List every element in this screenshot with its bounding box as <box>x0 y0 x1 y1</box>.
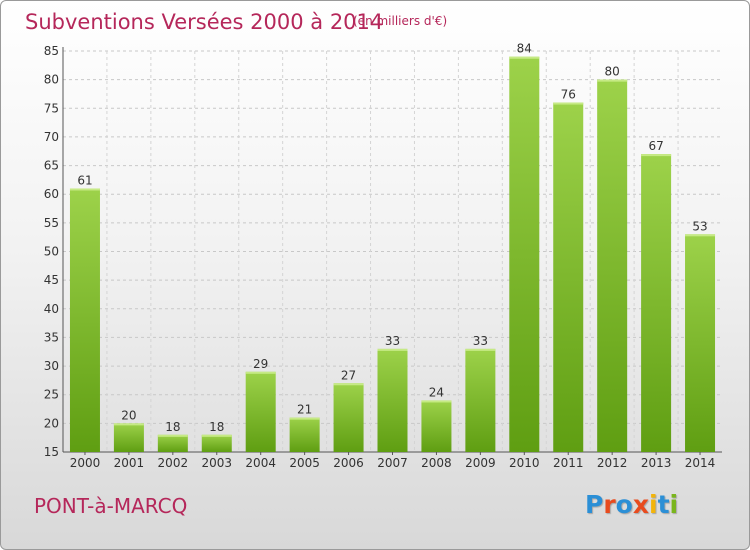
x-tick-label: 2007 <box>377 456 408 470</box>
bar-2004[interactable] <box>245 371 276 452</box>
bar-value-label: 33 <box>385 334 400 348</box>
bar-2002[interactable] <box>157 434 188 452</box>
bar-value-label: 80 <box>605 65 620 79</box>
bar-value-label: 61 <box>77 173 92 187</box>
bar-highlight-2004 <box>245 371 276 374</box>
y-tick-label: 45 <box>44 273 59 287</box>
x-tick-label: 2013 <box>641 456 672 470</box>
bar-highlight-2014 <box>685 234 716 237</box>
bar-value-label: 18 <box>165 420 180 434</box>
axes: 15 20 25 30 35 40 45 50 55 60 65 70 75 80 85 2000 2001 20… <box>44 44 722 470</box>
bar-2005[interactable] <box>289 417 320 452</box>
x-tick-label: 2004 <box>245 456 276 470</box>
x-tick-label: 2001 <box>114 456 145 470</box>
x-tick-label: 2000 <box>70 456 101 470</box>
bar-value-label: 21 <box>297 403 312 417</box>
bar-value-label: 18 <box>209 420 224 434</box>
bar-highlight-2012 <box>597 79 628 82</box>
y-tick-label: 60 <box>44 187 59 201</box>
x-tick-label: 2009 <box>465 456 496 470</box>
y-tick-label: 70 <box>44 130 59 144</box>
logo-letter: o <box>615 490 633 519</box>
bar-2009[interactable] <box>465 348 496 452</box>
bar-2001[interactable] <box>113 423 144 452</box>
x-tick-label: 2003 <box>201 456 232 470</box>
bar-highlight-2007 <box>377 348 408 351</box>
bar-value-label: 27 <box>341 368 356 382</box>
chart-title: Subventions Versées 2000 à 2014 <box>25 10 384 34</box>
x-tick-label: 2008 <box>421 456 452 470</box>
y-tick-label: 35 <box>44 330 59 344</box>
gridlines <box>63 50 722 453</box>
y-tick-label: 40 <box>44 302 59 316</box>
bar-highlight-2005 <box>289 417 320 420</box>
y-tick-label: 75 <box>44 101 59 115</box>
chart-subtitle: (en milliers d'€) <box>353 14 448 28</box>
bar-highlight-2002 <box>157 434 188 437</box>
logo-letter: P <box>585 490 604 519</box>
bar-2012[interactable] <box>597 79 628 453</box>
x-tick-label: 2014 <box>685 456 716 470</box>
bar-2000[interactable] <box>69 188 100 452</box>
y-tick-label: 20 <box>44 416 59 430</box>
x-tick-label: 2012 <box>597 456 628 470</box>
logo-letter: t <box>657 490 670 519</box>
bar-highlight-2011 <box>553 102 584 105</box>
logo-letter: i <box>669 490 679 519</box>
y-tick-label: 15 <box>44 445 59 459</box>
bars <box>69 56 716 453</box>
x-tick-label: 2006 <box>333 456 364 470</box>
bar-2008[interactable] <box>421 400 452 452</box>
y-tick-label: 65 <box>44 159 59 173</box>
y-tick-label: 30 <box>44 359 59 373</box>
proxiti-logo[interactable]: Proxiti <box>585 490 678 519</box>
bar-2003[interactable] <box>201 434 232 452</box>
y-tick-label: 80 <box>44 73 59 87</box>
bar-2007[interactable] <box>377 348 408 452</box>
bar-highlight-2003 <box>201 434 232 437</box>
bar-highlight-2000 <box>69 188 100 191</box>
bar-value-label: 29 <box>253 357 268 371</box>
bar-value-label: 84 <box>517 42 532 56</box>
bar-highlight-2008 <box>421 400 452 403</box>
bar-highlight-2001 <box>113 423 144 426</box>
bar-value-label: 53 <box>692 219 707 233</box>
bar-2014[interactable] <box>685 234 716 452</box>
x-tick-label: 2002 <box>158 456 189 470</box>
bar-highlight-2013 <box>641 154 672 157</box>
y-tick-label: 85 <box>44 44 59 58</box>
bar-2011[interactable] <box>553 102 584 453</box>
bar-labels: 61 20 18 18 29 21 27 33 24 33 84 76 80 67 53 <box>77 42 707 434</box>
logo-letter: r <box>603 490 616 519</box>
bar-highlight-2009 <box>465 348 496 351</box>
y-tick-label: 50 <box>44 245 59 259</box>
y-tick-label: 25 <box>44 388 59 402</box>
bar-value-label: 33 <box>473 334 488 348</box>
y-tick-label: 55 <box>44 216 59 230</box>
logo-letter: x <box>632 490 649 519</box>
bar-value-label: 24 <box>429 385 444 399</box>
bar-2013[interactable] <box>641 154 672 452</box>
bar-value-label: 20 <box>121 408 136 422</box>
logo-letter: i <box>649 490 658 519</box>
bar-2010[interactable] <box>509 56 540 452</box>
bar-highlight-2010 <box>509 56 540 59</box>
x-tick-label: 2010 <box>509 456 540 470</box>
bar-highlight-2006 <box>333 383 364 386</box>
bar-2006[interactable] <box>333 383 364 452</box>
bar-value-label: 67 <box>648 139 663 153</box>
bar-value-label: 76 <box>561 88 576 102</box>
x-tick-label: 2005 <box>289 456 320 470</box>
x-tick-label: 2011 <box>553 456 584 470</box>
commune-name: PONT-à-MARCQ <box>34 494 188 518</box>
